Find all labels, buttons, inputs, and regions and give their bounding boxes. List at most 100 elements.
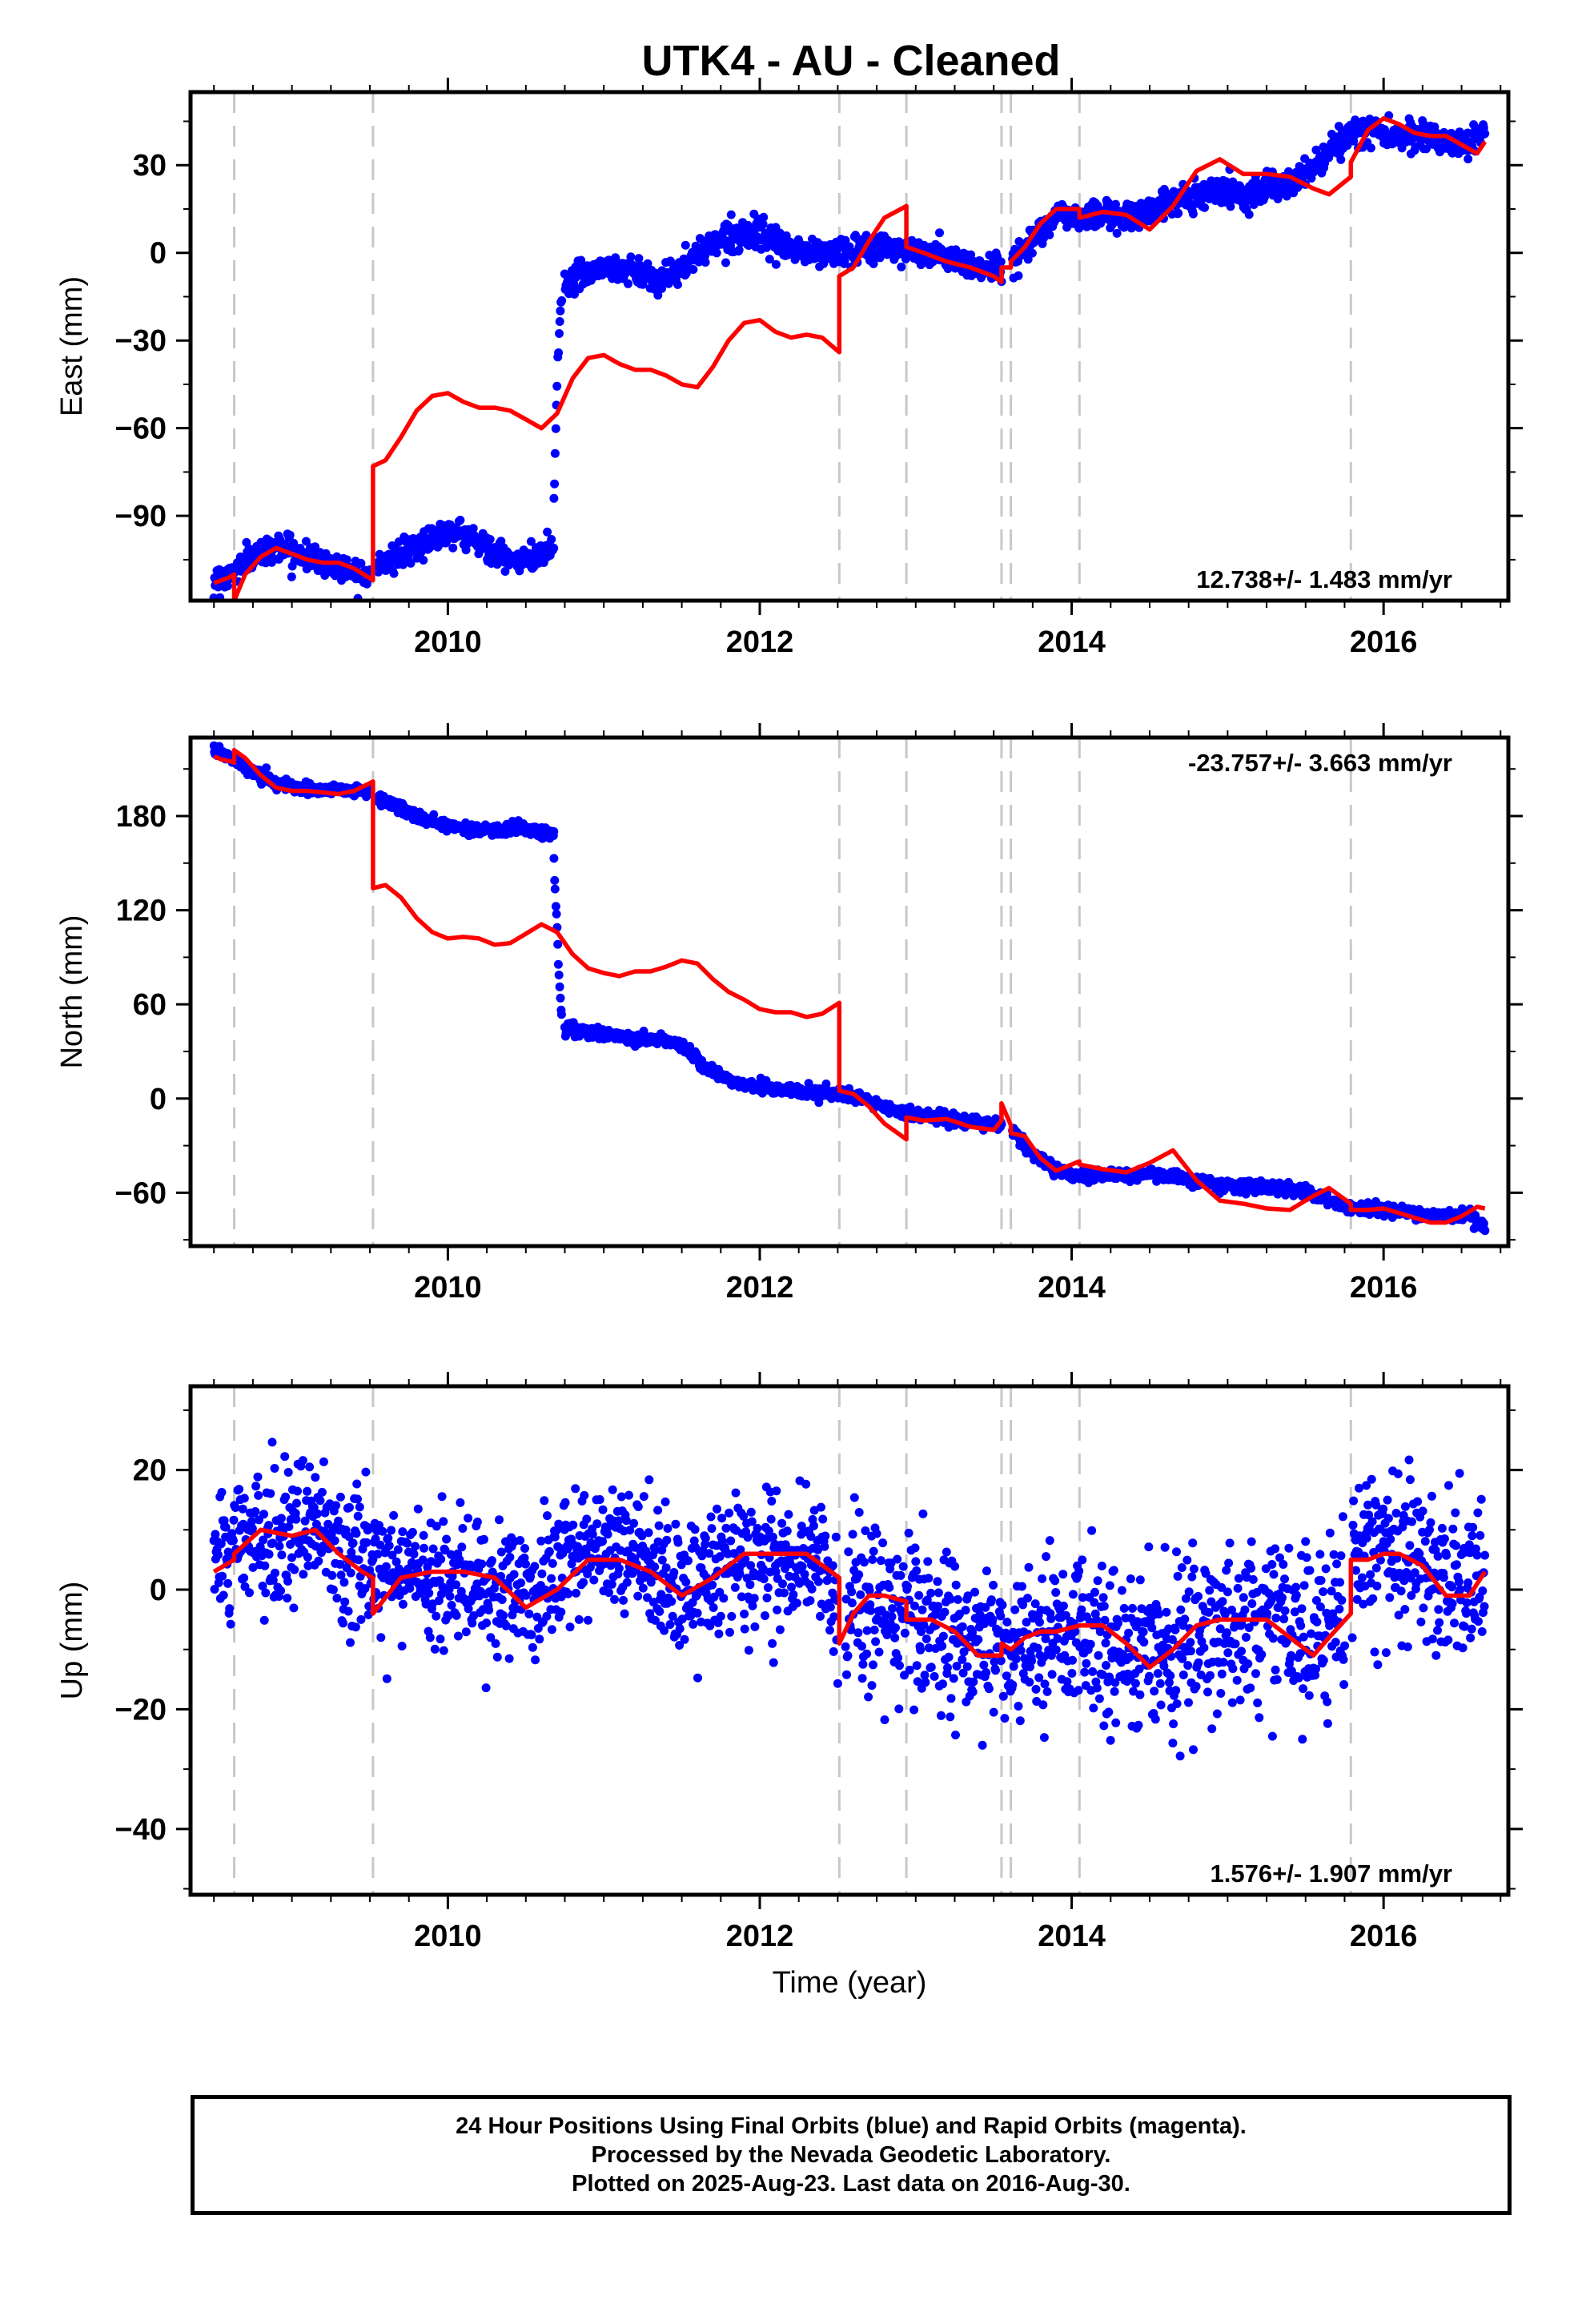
observed-point [247, 1524, 257, 1534]
x-tick-label: 2014 [1038, 1271, 1106, 1305]
observed-point [216, 1539, 226, 1549]
observed-point [352, 1479, 362, 1489]
plot-area [209, 92, 1490, 601]
observed-point [556, 993, 565, 1003]
observed-point [398, 1599, 408, 1609]
observed-point [554, 971, 564, 979]
observed-point [332, 1594, 342, 1603]
observed-point [270, 1464, 279, 1473]
observed-point [268, 1575, 278, 1585]
observed-point [496, 1547, 506, 1557]
observed-point [439, 1646, 448, 1655]
observed-point [348, 1538, 358, 1548]
observed-point [543, 527, 552, 537]
observed-point [299, 1570, 308, 1579]
observed-point [221, 1522, 231, 1532]
observed-point [247, 1517, 256, 1526]
observed-point [261, 1588, 271, 1598]
y-tick-label: 0 [150, 1083, 167, 1116]
observed-point [653, 291, 663, 300]
observed-point [389, 569, 399, 578]
observed-point [218, 1571, 227, 1581]
plot-area [209, 1386, 1490, 1895]
observed-point [353, 1511, 363, 1521]
observed-point [701, 258, 710, 267]
observed-point [251, 1482, 261, 1491]
observed-point [814, 1098, 824, 1108]
observed-point [526, 537, 536, 546]
observed-point [1112, 228, 1122, 238]
observed-point [291, 1514, 301, 1524]
observed-point [312, 1509, 322, 1518]
observed-point [290, 1565, 299, 1574]
observed-point [406, 558, 416, 568]
observed-point [418, 1555, 428, 1565]
observed-point [281, 1492, 291, 1502]
observed-point [225, 1604, 235, 1614]
observed-point [353, 1494, 362, 1504]
observed-point [524, 1609, 534, 1618]
observed-point [536, 1536, 546, 1546]
observed-point [486, 1633, 496, 1642]
observed-point [286, 1540, 295, 1549]
observed-point [673, 279, 682, 289]
observed-point [214, 1550, 223, 1559]
observed-point [335, 1559, 345, 1569]
observed-point [334, 1516, 343, 1526]
observed-point [283, 1577, 292, 1586]
observed-point [292, 1498, 301, 1508]
observed-point [643, 259, 652, 268]
y-tick-label: 30 [133, 149, 167, 183]
observed-point [284, 1522, 294, 1531]
observed-point [403, 1538, 412, 1548]
observed-point [576, 255, 586, 265]
observed-point [382, 1674, 391, 1683]
observed-point [492, 1652, 502, 1662]
observed-point [362, 1538, 371, 1547]
observed-point [283, 1468, 293, 1477]
model-line [213, 116, 1488, 601]
observed-point [897, 262, 906, 271]
observed-point [356, 558, 366, 568]
observed-point [556, 306, 565, 316]
observed-point [341, 1526, 351, 1535]
observed-point [521, 1590, 531, 1600]
observed-point [363, 1610, 373, 1619]
observed-point [472, 1518, 482, 1526]
observed-point [275, 1542, 284, 1551]
observed-point [397, 1642, 407, 1651]
x-tick-label: 2010 [414, 625, 482, 659]
observed-point [239, 1494, 249, 1503]
observed-point [264, 1521, 274, 1530]
observed-point [238, 1504, 247, 1514]
observed-point [624, 279, 632, 288]
observed-point [248, 1562, 258, 1572]
observed-point [556, 1010, 566, 1019]
observed-point [841, 235, 850, 245]
observed-point [495, 1515, 504, 1525]
observed-point [530, 1562, 540, 1571]
observed-point [330, 1536, 339, 1546]
y-axis-label: North (mm) [55, 915, 89, 1068]
observed-point [293, 1486, 302, 1496]
observed-point [501, 1621, 511, 1630]
observed-point [861, 231, 871, 240]
observed-point [346, 1568, 355, 1578]
x-tick-label: 2014 [1038, 625, 1106, 659]
observed-point [1188, 209, 1198, 219]
observed-point [1480, 1226, 1490, 1236]
observed-point [985, 251, 994, 260]
x-tick-label: 2016 [1350, 1271, 1418, 1305]
observed-point [354, 1555, 363, 1565]
observed-point [1464, 155, 1473, 163]
observed-point [315, 1496, 325, 1506]
y-tick-label: 60 [133, 988, 167, 1022]
observed-point [217, 1488, 227, 1497]
observed-point [521, 1559, 530, 1569]
observed-point [452, 1610, 461, 1620]
observed-point [371, 1534, 380, 1544]
observed-point [436, 1554, 446, 1564]
observed-point [311, 1473, 320, 1482]
panel-frame [188, 735, 1511, 1248]
observed-point [383, 1534, 393, 1543]
